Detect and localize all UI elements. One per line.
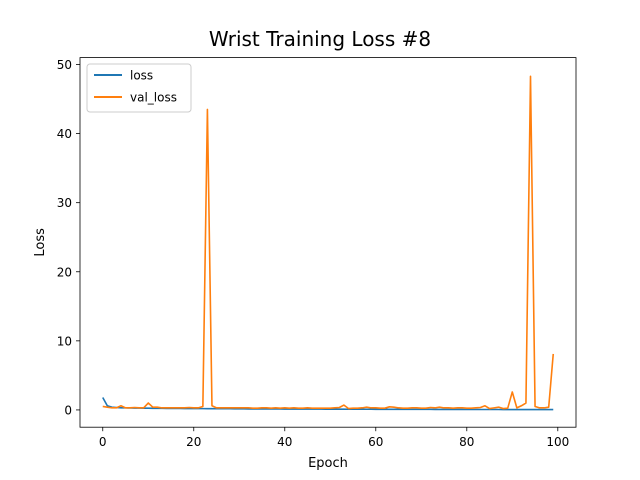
y-tick-label: 0	[64, 403, 72, 417]
y-tick-label: 20	[57, 265, 72, 279]
chart-title: Wrist Training Loss #8	[209, 27, 431, 51]
x-tick-label: 60	[368, 435, 383, 449]
x-tick-label: 20	[186, 435, 201, 449]
series-layer	[102, 75, 555, 411]
y-tick-label: 30	[57, 196, 72, 210]
x-tick-label: 100	[546, 435, 569, 449]
legend-label-val-loss: val_loss	[130, 91, 177, 105]
x-tick-label: 0	[99, 435, 107, 449]
x-tick-label: 40	[277, 435, 292, 449]
x-axis-label: Epoch	[308, 456, 348, 471]
y-tick-label: 10	[57, 334, 72, 348]
x-tick-label: 80	[459, 435, 474, 449]
y-axis: 0 10 20 30 40 50	[57, 58, 80, 417]
legend: loss val_loss	[86, 63, 192, 113]
axes-frame	[79, 57, 577, 428]
y-tick-label: 50	[57, 58, 72, 72]
y-tick-label: 40	[57, 127, 72, 141]
x-axis: 0 20 40 60 80 100	[99, 427, 569, 449]
legend-label-loss: loss	[130, 69, 153, 83]
y-axis-label: Loss	[33, 228, 48, 257]
series-line-val-loss	[102, 75, 555, 410]
